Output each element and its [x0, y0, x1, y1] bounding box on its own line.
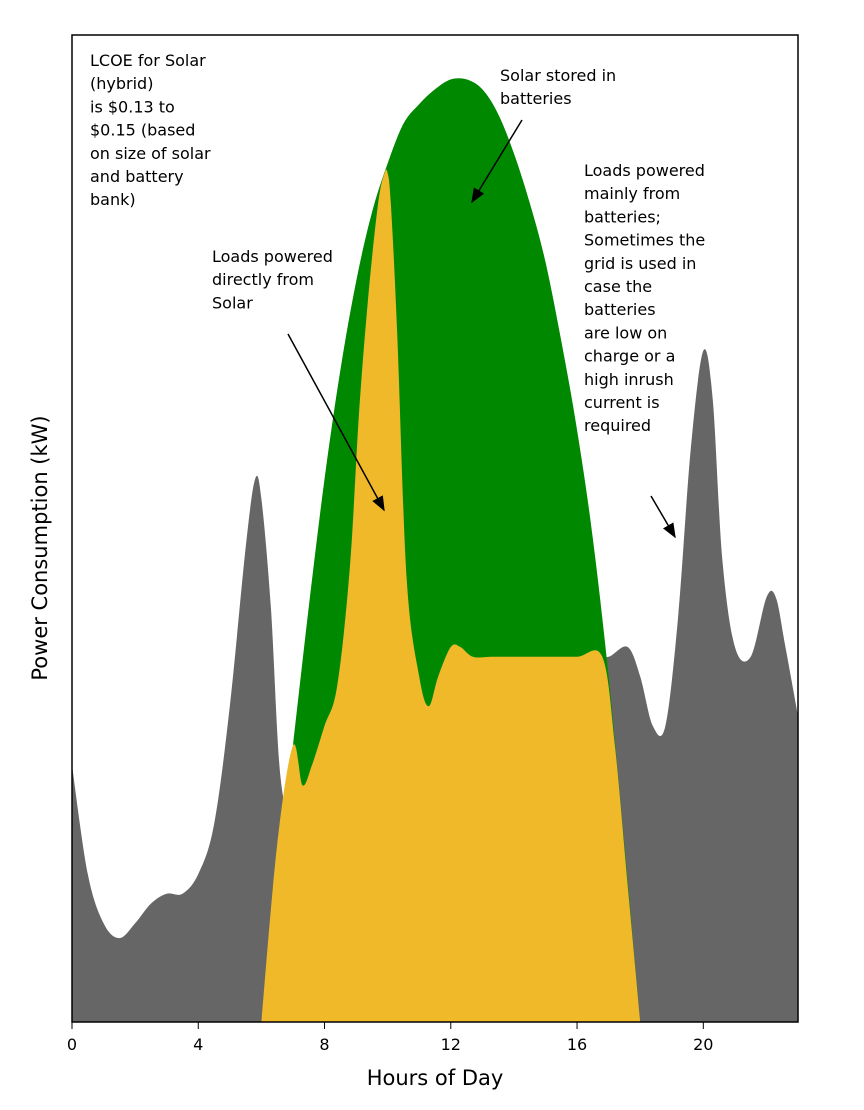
annotation-line: $0.15 (based [90, 121, 195, 140]
annotation-line: current is [584, 393, 660, 412]
annotation-line: charge or a [584, 347, 675, 366]
annotation-line: Loads powered [584, 161, 705, 180]
y-axis-title: Power Consumption (kW) [28, 415, 52, 680]
annotation-line: Sometimes the [584, 231, 705, 250]
annotation-solar-stored: Solar stored in batteries [500, 66, 616, 108]
annotation-night-loads: Loads powered mainly from batteries; Someti… [584, 161, 705, 435]
arrow-solar-stored [471, 119, 523, 204]
x-tick-label: 0 [67, 1035, 77, 1054]
annotation-line: is $0.13 to [90, 97, 175, 116]
x-tick-label: 8 [319, 1035, 329, 1054]
x-tick-label: 16 [567, 1035, 587, 1054]
x-axis-ticks: 0 4 8 12 16 20 [67, 1022, 713, 1054]
annotation-line: LCOE for Solar [90, 51, 206, 70]
arrow-night-loads [650, 495, 676, 539]
annotation-line: bank) [90, 190, 136, 209]
annotation-line: on size of solar [90, 144, 211, 163]
annotation-line: required [584, 416, 651, 435]
arrow-solar-direct [287, 333, 385, 512]
annotation-line: high inrush [584, 370, 674, 389]
x-axis-title: Hours of Day [367, 1066, 504, 1090]
chart-areas [72, 78, 798, 1022]
annotation-line: Solar stored in [500, 66, 616, 85]
annotation-line: (hybrid) [90, 74, 153, 93]
x-tick-label: 20 [693, 1035, 713, 1054]
annotation-line: mainly from [584, 184, 680, 203]
annotation-line: are low on [584, 323, 667, 342]
plot-frame [71, 34, 799, 1023]
annotation-line: batteries [584, 300, 656, 319]
x-tick-label: 4 [193, 1035, 203, 1054]
x-tick-label: 12 [441, 1035, 461, 1054]
annotation-line: batteries [500, 89, 572, 108]
annotation-line: and battery [90, 167, 184, 186]
annotation-line: Solar [212, 293, 253, 312]
annotation-line: batteries; [584, 207, 661, 226]
area-solar-direct [261, 169, 641, 1022]
annotation-solar-direct: Loads powered directly from Solar [212, 247, 333, 312]
annotation-line: case the [584, 277, 652, 296]
annotation-lcoe: LCOE for Solar (hybrid) is $0.13 to $0.15 (… [90, 51, 211, 209]
annotation-line: directly from [212, 270, 314, 289]
annotation-line: Loads powered [212, 247, 333, 266]
annotation-line: grid is used in [584, 254, 696, 273]
